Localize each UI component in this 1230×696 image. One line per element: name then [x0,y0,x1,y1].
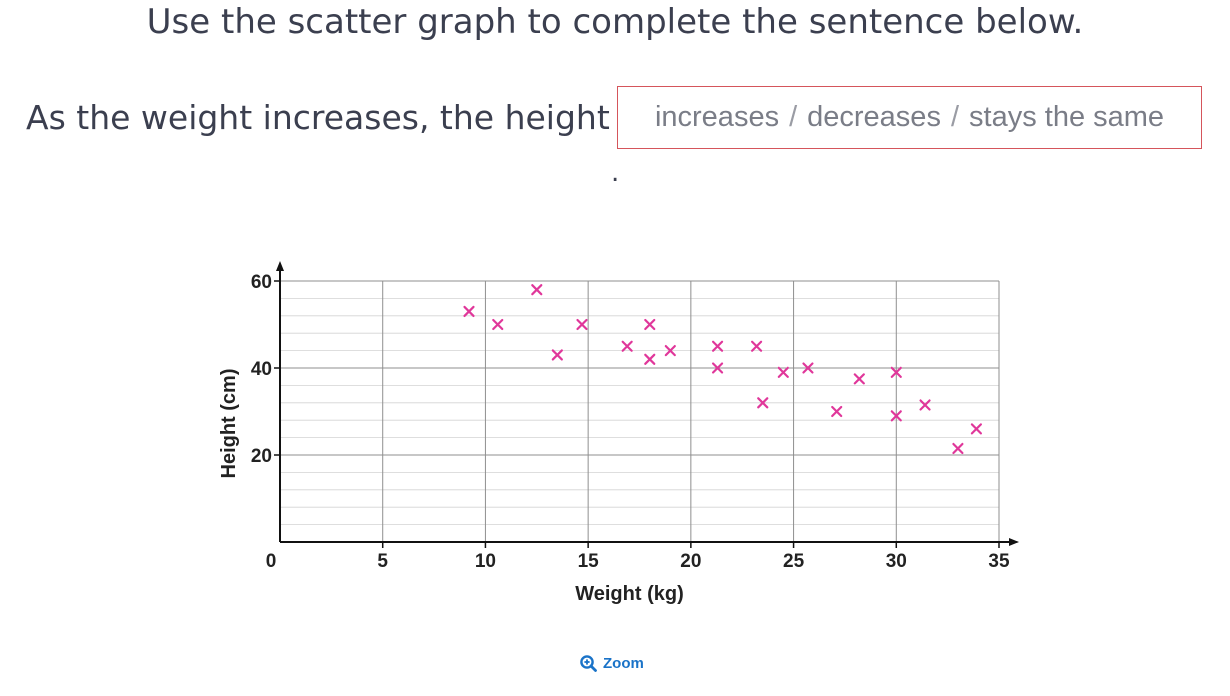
x-tick-label: 30 [886,551,907,572]
y-tick-label: 60 [251,272,272,293]
data-point [890,410,902,422]
scatter-chart: 0 5 10 15 20 25 30 35 20 40 60 Weight (kg) Height (c… [218,261,1019,605]
data-point [711,340,724,352]
data-point [853,373,865,385]
x-tick-label: 15 [578,551,600,572]
y-tick-label: 20 [251,446,272,467]
sentence-period: . [611,158,620,188]
data-point [750,340,763,352]
y-tick-label: 40 [251,359,272,380]
x-tick-label: 25 [783,551,805,572]
option-stays-the-same[interactable]: stays the same [969,101,1165,133]
sentence-prefix: As the weight increases, the height [26,98,610,137]
option-separator: / [950,101,960,133]
x-axis-label: Weight (kg) [575,583,684,605]
data-point [890,366,902,378]
data-point [531,284,543,296]
zoom-label: Zoom [603,655,644,672]
data-point [576,318,588,331]
data-point [644,353,656,365]
option-increases[interactable]: increases [654,101,780,133]
option-separator: / [789,101,798,133]
grid [280,280,1000,542]
y-axis-label: Height (cm) [218,369,240,479]
data-point [802,362,814,374]
option-decreases[interactable]: decreases [807,101,941,133]
data-point [711,362,724,374]
data-points [463,284,983,455]
data-point [644,318,656,331]
data-point [664,345,676,357]
x-tick-label: 35 [988,551,1010,572]
x-tick-label: 0 [266,551,277,572]
data-point [919,399,931,411]
answer-choice-box[interactable]: increases / decreases / stays the same [617,86,1202,149]
data-point [831,405,843,418]
data-point [952,442,964,455]
data-point [757,397,769,409]
data-point [551,349,563,361]
instruction-text: Use the scatter graph to complete the se… [146,2,1084,42]
x-tick-label: 20 [680,551,701,572]
y-axis-arrow [276,261,284,271]
zoom-in-icon [580,655,597,672]
x-tick-label: 5 [377,551,388,572]
data-point [621,340,633,352]
x-tick-label: 10 [475,551,496,572]
x-axis-arrow [1009,538,1019,546]
zoom-button[interactable]: Zoom [580,655,644,672]
data-point [777,366,789,378]
data-point [463,305,475,318]
data-point [970,423,983,435]
data-point [492,318,504,331]
